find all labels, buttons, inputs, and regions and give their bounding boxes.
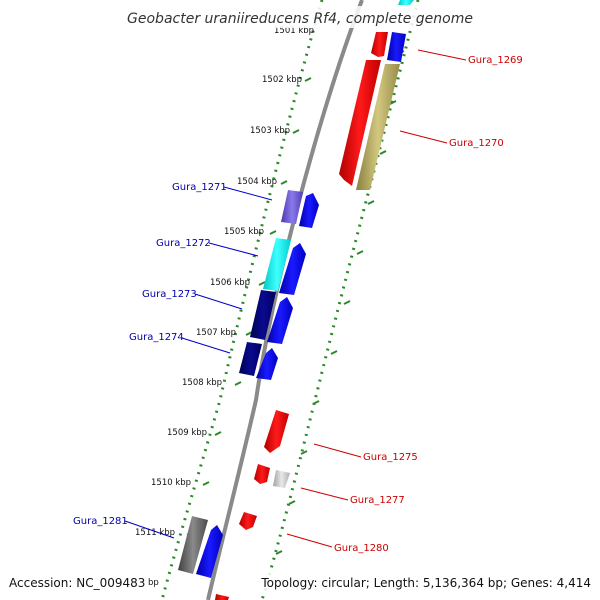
inner-major-ticks: [186, 77, 312, 536]
left-leader-lines: [124, 186, 273, 539]
feature-gura-1274-b: [256, 348, 278, 380]
feature-gura-1270: [339, 60, 381, 186]
right-gene-labels: Gura_1269 Gura_1270 Gura_1275 Gura_1277 …: [334, 55, 523, 554]
left-gene-labels: Gura_1271 Gura_1272 Gura_1273 Gura_1274 …: [73, 182, 227, 527]
feature-gura-1272: [263, 238, 291, 291]
feature-olive: [356, 64, 400, 190]
gene-label-gura-1272[interactable]: Gura_1272: [156, 238, 211, 249]
feature-gura-1274: [239, 342, 262, 376]
tick-label: 1506 kbp: [210, 278, 250, 288]
tick-label: 1505 kbp: [224, 227, 264, 237]
map-title: Geobacter uraniireducens Rf4, complete g…: [127, 11, 473, 27]
feature-gura-1272-b: [279, 243, 306, 295]
reverse-strand-features: [178, 32, 406, 578]
feature-gura-1275: [264, 410, 289, 453]
genome-summary-text: Topology: circular; Length: 5,136,364 bp…: [260, 576, 591, 590]
tick-label: bp: [148, 578, 159, 588]
gene-label-gura-1274[interactable]: Gura_1274: [129, 332, 184, 343]
footer-backdrop-left: [4, 572, 146, 592]
tick-label: 1511 kbp: [135, 528, 175, 538]
gene-label-gura-1271[interactable]: Gura_1271: [172, 182, 227, 193]
tick-label: 1503 kbp: [250, 126, 290, 136]
title-backdrop: [120, 6, 480, 28]
feature-top-blue: [387, 32, 406, 62]
gene-label-gura-1275[interactable]: Gura_1275: [363, 452, 418, 463]
feature-gura-1281: [178, 516, 208, 574]
outer-major-ticks: [275, 50, 405, 555]
gene-label-gura-1270[interactable]: Gura_1270: [449, 138, 504, 149]
feature-gura-1273-b: [267, 297, 293, 344]
gene-label-gura-1280[interactable]: Gura_1280: [334, 543, 389, 554]
feature-gura-1281-b: [196, 525, 223, 578]
inner-tick-ring: [160, 0, 324, 600]
footer-backdrop-right: [256, 572, 596, 592]
tick-label: 1504 kbp: [237, 177, 277, 187]
tick-label: 1507 kbp: [196, 328, 236, 338]
feature-gura-1277: [273, 470, 290, 488]
feature-gura-1276: [254, 464, 270, 484]
tick-label: 1508 kbp: [182, 378, 222, 388]
tick-label: 1510 kbp: [151, 478, 191, 488]
accession-text: Accession: NC_009483: [9, 576, 145, 590]
right-leader-lines: [286, 49, 467, 548]
feature-gura-1269: [371, 32, 388, 57]
gene-label-gura-1269[interactable]: Gura_1269: [468, 55, 523, 66]
tick-label: 1509 kbp: [167, 428, 207, 438]
feature-gura-1273: [250, 290, 276, 340]
feature-top-cyan: [398, 0, 414, 5]
forward-strand-features: [215, 0, 414, 600]
feature-gura-1271: [281, 190, 303, 224]
feature-gura-1280: [239, 512, 257, 530]
gene-label-gura-1277[interactable]: Gura_1277: [350, 495, 405, 506]
gene-label-gura-1273[interactable]: Gura_1273: [142, 289, 197, 300]
tick-label: 1502 kbp: [262, 75, 302, 85]
tick-labels: 1501 kbp 1502 kbp 1503 kbp 1504 kbp 1505…: [135, 26, 314, 588]
tick-label: 1501 kbp: [274, 26, 314, 36]
feature-gura-1271-b: [299, 193, 319, 228]
gene-label-gura-1281[interactable]: Gura_1281: [73, 516, 128, 527]
feature-bottom-red: [215, 594, 229, 600]
